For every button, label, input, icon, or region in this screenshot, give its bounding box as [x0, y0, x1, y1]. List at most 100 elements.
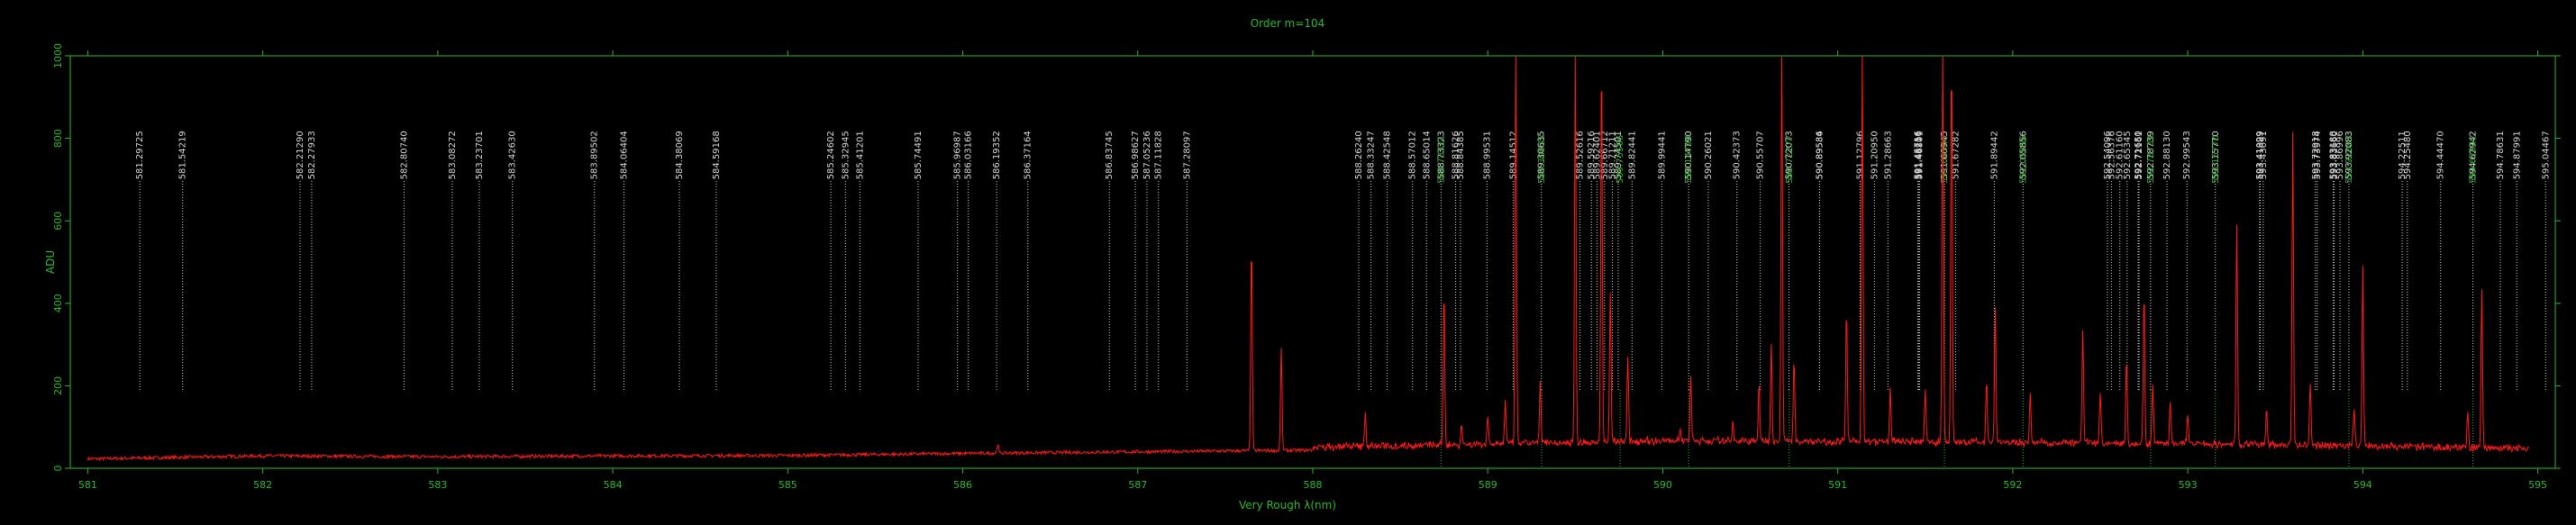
line-label-78: 593.15770: [2211, 131, 2221, 179]
line-label-47: 590.14790: [1684, 131, 1694, 179]
spectrum-series: [86, 55, 2529, 462]
line-label-89: 593.92083: [2344, 135, 2354, 184]
line-label-96: 594.87991: [2512, 131, 2522, 179]
line-label-5: 583.08272: [448, 131, 458, 179]
line-label-81: 593.41399: [2256, 131, 2266, 179]
line-label-64: 591.67282: [1951, 131, 1961, 179]
line-label-74: 592.78739: [2146, 131, 2156, 179]
line-label-87: 593.86996: [2335, 131, 2345, 179]
line-label-59: 591.45716: [1913, 131, 1923, 179]
line-label-62: 591.60945: [1940, 131, 1950, 179]
line-label-28: 588.57012: [1408, 131, 1418, 179]
x-tick-label-9: 590: [1653, 479, 1672, 491]
line-label-45: 589.82441: [1627, 131, 1637, 179]
x-tick-label-10: 591: [1828, 479, 1847, 491]
line-label-73: 592.72161: [2135, 131, 2144, 179]
line-label-91: 594.25480: [2403, 131, 2413, 179]
line-label-58: 591.28663: [1883, 131, 1893, 179]
line-label-65: 591.89442: [1989, 131, 1999, 179]
line-label-57: 591.20950: [1870, 131, 1880, 179]
line-label-80: 593.41029: [2255, 131, 2265, 179]
line-label-66: 592.05856: [2018, 131, 2028, 179]
line-label-83: 593.72918: [2311, 131, 2321, 179]
x-tick-label-8: 589: [1479, 479, 1497, 491]
line-label-26: 588.33247: [1367, 131, 1377, 179]
line-label-2: 582.21290: [296, 131, 305, 179]
line-label-6: 583.23701: [475, 131, 485, 179]
line-label-7: 583.42630: [508, 131, 518, 179]
line-label-86: 593.83660: [2330, 131, 2340, 179]
spectrum-trace: [86, 55, 2529, 462]
line-label-30: 588.73323: [1436, 131, 1446, 179]
line-label-36: 589.30635: [1537, 131, 1547, 179]
x-tick-label-7: 588: [1304, 479, 1323, 491]
y-tick-label-4: 800: [52, 129, 64, 148]
x-axis-label: Very Rough λ(nm): [1239, 499, 1336, 511]
line-label-46: 589.99441: [1657, 131, 1667, 179]
line-label-20: 586.83745: [1105, 131, 1115, 179]
line-label-9: 584.06404: [620, 131, 630, 179]
line-label-84: 593.73974: [2313, 131, 2323, 179]
line-label-56: 591.12796: [1856, 131, 1866, 179]
x-tick-label-1: 582: [253, 479, 272, 491]
line-label-39: 589.59216: [1587, 131, 1597, 179]
line-label-33: 588.84385: [1456, 131, 1466, 179]
line-label-16: 585.96987: [953, 131, 963, 179]
plot-frame: [69, 55, 2556, 469]
line-label-88: 593.92083: [2344, 131, 2354, 179]
line-label-72: 592.71650: [2134, 131, 2144, 179]
line-label-27: 588.42548: [1383, 131, 1393, 179]
y-tick-label-5: 1000: [52, 43, 64, 68]
line-label-85: 593.83188: [2329, 131, 2339, 179]
line-label-10: 584.38069: [675, 131, 685, 179]
line-label-71: 592.65345: [2123, 131, 2133, 179]
line-label-15: 585.74491: [914, 131, 924, 179]
line-label-14: 585.41201: [855, 131, 865, 179]
line-label-44: 589.75566: [1616, 135, 1625, 184]
x-tick-label-4: 585: [778, 479, 797, 491]
line-label-35: 589.14512: [1508, 131, 1518, 179]
line-label-97: 595.04467: [2541, 131, 2551, 179]
x-tick-label-12: 593: [2179, 479, 2198, 491]
line-label-70: 592.61160: [2116, 131, 2125, 179]
line-label-29: 588.65014: [1422, 131, 1432, 179]
line-label-40: 589.62401: [1592, 131, 1602, 179]
line-label-48: 590.14790: [1684, 135, 1694, 184]
line-label-34: 588.99531: [1482, 131, 1492, 179]
line-label-8: 583.89502: [590, 131, 600, 179]
line-label-43: 589.74501: [1614, 131, 1624, 179]
line-label-54: 590.89534: [1815, 131, 1825, 179]
line-label-38: 589.52616: [1575, 131, 1585, 179]
x-tick-label-3: 584: [604, 479, 623, 491]
x-tick-label-2: 583: [428, 479, 447, 491]
line-label-90: 594.22511: [2398, 131, 2408, 179]
line-label-92: 594.44470: [2436, 131, 2446, 179]
line-label-79: 593.15770: [2211, 135, 2221, 184]
line-label-32: 588.81626: [1452, 131, 1461, 179]
line-label-93: 594.62942: [2469, 131, 2479, 179]
x-tick-label-14: 595: [2528, 479, 2547, 491]
y-tick-label-1: 200: [52, 376, 64, 395]
line-label-25: 588.26240: [1354, 131, 1364, 179]
y-axis-label: ADU: [44, 250, 57, 274]
x-tick-label-6: 587: [1128, 479, 1147, 491]
line-label-11: 584.59168: [712, 131, 722, 179]
line-label-53: 590.72277: [1785, 135, 1795, 184]
line-label-13: 585.32945: [841, 131, 851, 179]
line-label-19: 586.37164: [1024, 131, 1033, 179]
line-label-55: 590.89586: [1815, 131, 1825, 179]
line-label-50: 590.42373: [1733, 131, 1743, 179]
line-label-23: 587.11828: [1154, 131, 1164, 179]
line-label-63: 591.60945: [1940, 135, 1950, 184]
line-label-42: 589.71211: [1608, 131, 1618, 179]
line-label-12: 585.24602: [826, 131, 836, 179]
line-label-61: 591.46801: [1916, 131, 1925, 179]
line-label-0: 581.29725: [135, 131, 145, 179]
line-label-49: 590.26021: [1704, 131, 1714, 179]
y-tick-label-2: 400: [52, 294, 64, 312]
x-tick-label-5: 586: [953, 479, 972, 491]
x-tick-label-11: 592: [2003, 479, 2022, 491]
line-label-1: 581.54219: [178, 131, 188, 179]
line-label-24: 587.28097: [1182, 131, 1192, 179]
